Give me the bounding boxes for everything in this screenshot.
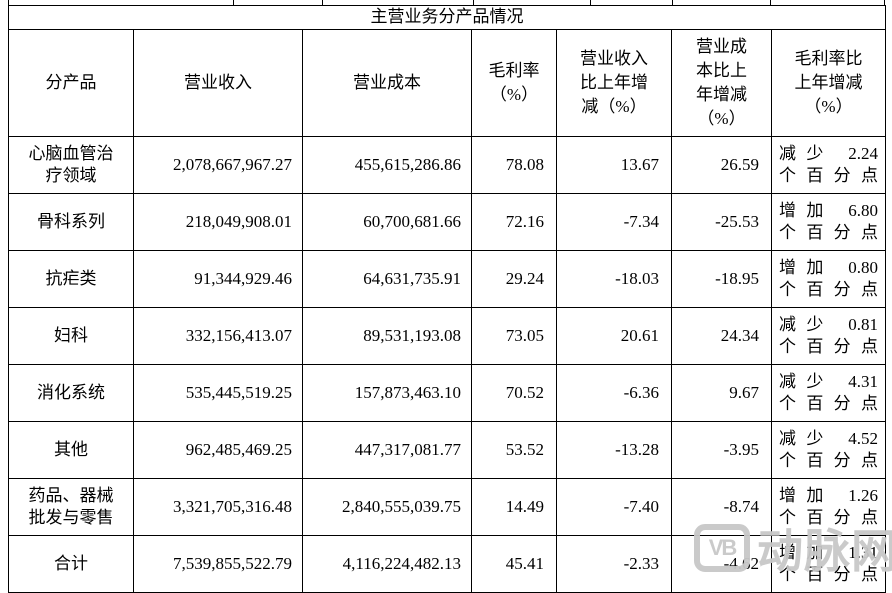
table-body: 主营业务分产品情况 分产品 营业收入 营业成本 毛利率 （%） 营业收入 比上年…	[8, 5, 886, 593]
cell-cost: 447,317,081.77	[302, 421, 472, 479]
cell-revenue: 2,078,667,967.27	[133, 136, 303, 194]
cell-cost: 455,615,286.86	[302, 136, 472, 194]
table-row: 其他 962,485,469.25 447,317,081.77 53.52 -13.2…	[8, 421, 886, 479]
cell-cost: 4,116,224,482.13	[302, 535, 472, 593]
cell-revenue: 91,344,929.46	[133, 250, 303, 308]
cell-revenue-yoy: -7.40	[556, 478, 672, 536]
cut-row-tick	[590, 0, 591, 5]
cell-cost-yoy: 26.59	[671, 136, 772, 194]
table-row: 药品、器械 批发与零售 3,321,705,316.48 2,840,555,039…	[8, 478, 886, 536]
header-gross-margin: 毛利率 （%）	[471, 29, 557, 137]
cut-row-tick	[473, 0, 474, 5]
cell-product: 合计	[8, 535, 134, 593]
cell-gross-margin: 14.49	[471, 478, 557, 536]
cell-cost: 89,531,193.08	[302, 307, 472, 365]
cell-gross-margin: 72.16	[471, 193, 557, 251]
cell-margin-yoy: 增加 1.26 个百分点	[771, 478, 886, 536]
cell-gross-margin: 45.41	[471, 535, 557, 593]
cell-gross-margin: 29.24	[471, 250, 557, 308]
cell-margin-yoy: 减少 0.81 个百分点	[771, 307, 886, 365]
cell-gross-margin: 78.08	[471, 136, 557, 194]
table-row: 消化系统 535,445,519.25 157,873,463.10 70.52 -6.…	[8, 364, 886, 422]
cut-row-tick	[770, 0, 771, 5]
cell-cost: 60,700,681.66	[302, 193, 472, 251]
cell-revenue: 332,156,413.07	[133, 307, 303, 365]
cell-product: 其他	[8, 421, 134, 479]
cell-revenue-yoy: -6.36	[556, 364, 672, 422]
cell-product: 消化系统	[8, 364, 134, 422]
cut-row-tick	[322, 0, 323, 5]
cut-row-tick	[672, 0, 673, 5]
cell-cost-yoy: -4.62	[671, 535, 772, 593]
cut-row-tick	[8, 0, 9, 5]
cell-cost-yoy: -18.95	[671, 250, 772, 308]
table-row: 合计 7,539,855,522.79 4,116,224,482.13 45.41-…	[8, 535, 886, 593]
table-title: 主营业务分产品情况	[8, 5, 886, 30]
cell-revenue: 962,485,469.25	[133, 421, 303, 479]
cell-gross-margin: 70.52	[471, 364, 557, 422]
cell-cost-yoy: 9.67	[671, 364, 772, 422]
cell-margin-yoy: 减少 4.31 个百分点	[771, 364, 886, 422]
cell-revenue-yoy: -13.28	[556, 421, 672, 479]
table-title-row: 主营业务分产品情况	[8, 5, 886, 30]
cell-cost: 2,840,555,039.75	[302, 478, 472, 536]
cell-cost-yoy: -25.53	[671, 193, 772, 251]
table-row: 妇科 332,156,413.07 89,531,193.08 73.05 20.61 2…	[8, 307, 886, 365]
cell-revenue: 535,445,519.25	[133, 364, 303, 422]
main-product-table: 主营业务分产品情况 分产品 营业收入 营业成本 毛利率 （%） 营业收入 比上年…	[8, 5, 886, 593]
cell-cost-yoy: -8.74	[671, 478, 772, 536]
header-revenue: 营业收入	[133, 29, 303, 137]
cell-revenue-yoy: 13.67	[556, 136, 672, 194]
header-cost-yoy: 营业成 本比上 年增减 （%）	[671, 29, 772, 137]
header-cost: 营业成本	[302, 29, 472, 137]
cell-product: 抗疟类	[8, 250, 134, 308]
table-row: 骨科系列 218,049,908.01 60,700,681.66 72.16 -7.3…	[8, 193, 886, 251]
cell-cost-yoy: 24.34	[671, 307, 772, 365]
cell-revenue: 7,539,855,522.79	[133, 535, 303, 593]
cell-product: 骨科系列	[8, 193, 134, 251]
header-revenue-yoy: 营业收入 比上年增 减（%）	[556, 29, 672, 137]
cell-product: 妇科	[8, 307, 134, 365]
cut-row-tick	[233, 0, 234, 5]
cell-margin-yoy: 减少 4.52 个百分点	[771, 421, 886, 479]
cell-revenue-yoy: -2.33	[556, 535, 672, 593]
cell-revenue-yoy: 20.61	[556, 307, 672, 365]
table-row: 抗疟类 91,344,929.46 64,631,735.91 29.24 -18.03…	[8, 250, 886, 308]
cell-gross-margin: 73.05	[471, 307, 557, 365]
table-row: 心脑血管治 疗领域 2,078,667,967.27 455,615,286.86 7…	[8, 136, 886, 194]
cell-revenue: 3,321,705,316.48	[133, 478, 303, 536]
header-margin-yoy: 毛利率比 上年增减 （%）	[771, 29, 886, 137]
cell-revenue-yoy: -18.03	[556, 250, 672, 308]
table-header-row: 分产品 营业收入 营业成本 毛利率 （%） 营业收入 比上年增 减（%） 营业成…	[8, 29, 886, 137]
cell-margin-yoy: 增加 0.80 个百分点	[771, 250, 886, 308]
cut-row-tick	[884, 0, 885, 5]
cell-cost: 64,631,735.91	[302, 250, 472, 308]
cell-revenue-yoy: -7.34	[556, 193, 672, 251]
cell-margin-yoy: 减少 2.24 个百分点	[771, 136, 886, 194]
cell-gross-margin: 53.52	[471, 421, 557, 479]
header-product: 分产品	[8, 29, 134, 137]
cell-margin-yoy: 增加 1.31 个百分点	[771, 535, 886, 593]
cell-margin-yoy: 增加 6.80 个百分点	[771, 193, 886, 251]
cell-revenue: 218,049,908.01	[133, 193, 303, 251]
cell-product: 药品、器械 批发与零售	[8, 478, 134, 536]
cell-product: 心脑血管治 疗领域	[8, 136, 134, 194]
cell-cost-yoy: -3.95	[671, 421, 772, 479]
cell-cost: 157,873,463.10	[302, 364, 472, 422]
